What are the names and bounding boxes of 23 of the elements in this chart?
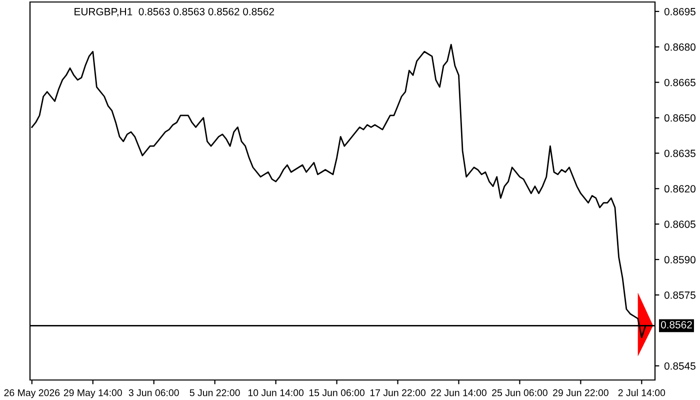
x-tick-label: 17 Jun 22:00	[370, 389, 426, 396]
y-tick-label: 0.8650	[664, 114, 696, 122]
y-tick-label: 0.8590	[664, 256, 696, 264]
y-tick-label: 0.8695	[664, 8, 696, 16]
x-tick-label: 2 Jul 14:00	[618, 389, 666, 396]
x-tick-label: 10 Jun 14:00	[248, 389, 304, 396]
x-tick-label: 22 Jun 14:00	[431, 389, 486, 396]
y-tick-label: 0.8635	[664, 150, 696, 158]
ref-line-label: 0.8562	[660, 321, 692, 328]
y-tick-label: 0.8605	[664, 220, 696, 228]
x-tick-label: 15 Jun 06:00	[309, 389, 365, 396]
y-tick-label: 0.8620	[664, 185, 696, 193]
x-tick-label: 5 Jun 22:00	[190, 389, 240, 396]
y-tick-label: 0.8680	[664, 43, 696, 51]
x-tick-label: 25 Jun 06:00	[492, 389, 548, 396]
chart-title: EURGBP,H1 0.8563 0.8563 0.8562 0.8562	[74, 8, 274, 17]
y-tick-label: 0.8665	[664, 78, 696, 86]
x-tick-label: 26 May 2026	[4, 389, 60, 398]
y-tick-label: 0.8575	[664, 291, 696, 299]
x-tick-label: 29 May 14:00	[64, 389, 122, 398]
x-tick-label: 3 Jun 06:00	[128, 389, 179, 396]
x-tick-label: 29 Jun 22:00	[553, 389, 608, 396]
y-tick-label: 0.8545	[664, 362, 696, 370]
